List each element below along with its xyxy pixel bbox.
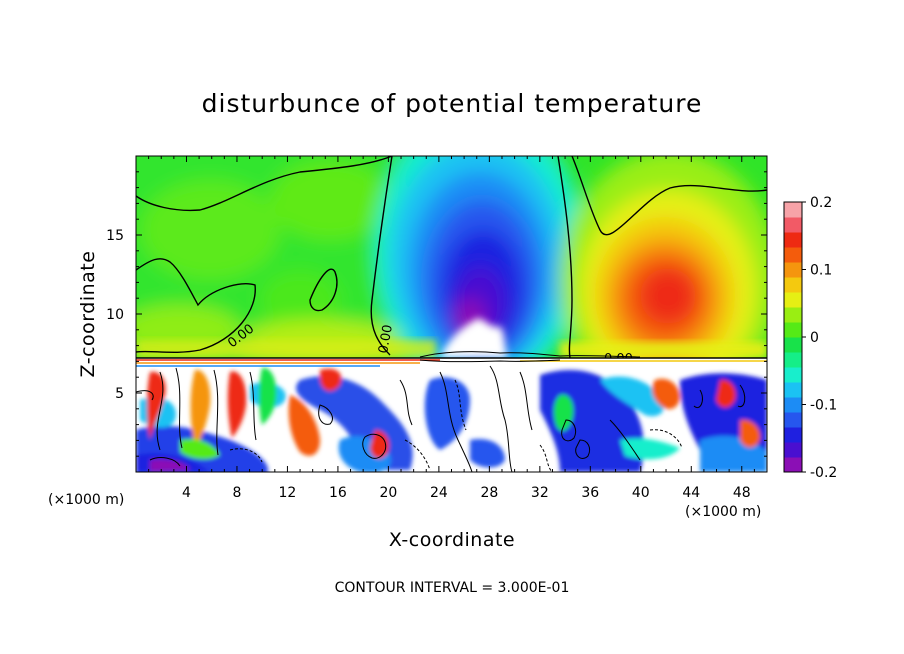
colorbar-tick-label: -0.2: [810, 465, 837, 481]
x-axis-label: X-coordinate: [389, 529, 515, 551]
y-tick-label: 5: [115, 386, 124, 402]
colorbar-swatch: [784, 367, 802, 383]
colorbar-swatch: [784, 322, 802, 338]
x-tick-marks: [148, 156, 755, 472]
y-axis-label: Z-coordinate: [77, 251, 99, 378]
lower-field: [136, 358, 767, 472]
y-tick-label: 10: [106, 307, 124, 323]
contour-interval-note: CONTOUR INTERVAL = 3.000E-01: [335, 580, 570, 596]
contour-label-3: 0.00: [604, 352, 633, 367]
x-tick-label: 36: [581, 485, 599, 501]
x-tick-label: 4: [182, 485, 191, 501]
colorbar-swatch: [784, 457, 802, 473]
colorbar-swatch: [784, 247, 802, 263]
x-tick-label: 24: [430, 485, 448, 501]
colorbar: [783, 201, 806, 473]
colorbar-tick-label: 0.1: [810, 263, 832, 279]
colorbar-swatch: [784, 307, 802, 323]
upper-field: 0.00 0.00 0.00: [136, 156, 767, 367]
colorbar-swatch: [784, 217, 802, 233]
colorbar-swatch: [784, 412, 802, 428]
x-tick-label: 16: [329, 485, 347, 501]
colorbar-tick-label: -0.1: [810, 398, 837, 414]
colorbar-tick-label: 0.2: [810, 195, 832, 211]
colorbar-swatch: [784, 262, 802, 278]
colorbar-swatch: [784, 232, 802, 248]
colorbar-swatch: [784, 382, 802, 398]
colorbar-swatch: [784, 427, 802, 443]
contour-label-2: 0.00: [376, 324, 396, 355]
x-tick-label: 20: [379, 485, 397, 501]
heatmap-plot-area: 0.00 0.00 0.00: [135, 155, 768, 473]
colorbar-swatch: [784, 352, 802, 368]
colorbar-swatch: [784, 292, 802, 308]
x-unit-left: (×1000 m): [48, 492, 124, 508]
colorbar-swatch: [784, 277, 802, 293]
x-tick-label: 40: [632, 485, 650, 501]
x-unit-right: (×1000 m): [685, 504, 761, 520]
x-tick-label: 44: [682, 485, 700, 501]
y-tick-marks: [136, 171, 767, 457]
colorbar-swatch: [784, 442, 802, 458]
chart-title: disturbunce of potential temperature: [202, 89, 703, 118]
x-tick-label: 32: [531, 485, 549, 501]
colorbar-swatch: [784, 337, 802, 353]
colorbar-swatch: [784, 202, 802, 218]
x-tick-label: 12: [279, 485, 297, 501]
y-tick-label: 15: [106, 228, 124, 244]
colorbar-tick-label: 0: [810, 330, 819, 346]
colorbar-labels: 0.2 0.1 0 -0.1 -0.2: [810, 195, 837, 481]
x-tick-label: 28: [480, 485, 498, 501]
x-tick-label: 48: [733, 485, 751, 501]
x-tick-labels: 4 8 12 16 20 24 28 32 36 40 44 48: [182, 485, 751, 501]
x-tick-label: 8: [232, 485, 241, 501]
y-tick-labels: 5 10 15: [106, 228, 124, 402]
colorbar-swatch: [784, 397, 802, 413]
